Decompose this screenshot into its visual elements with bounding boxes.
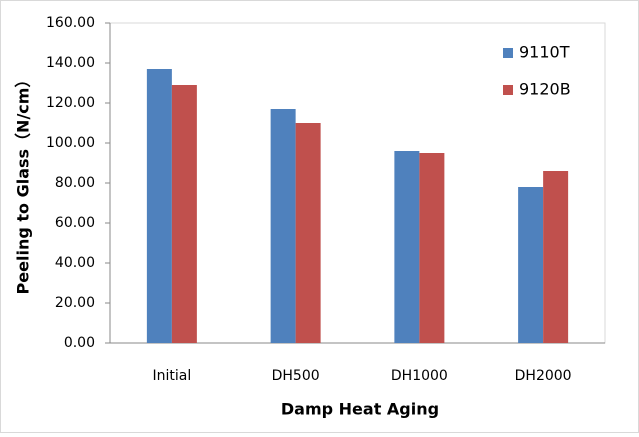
y-tick-label: 120.00 [46,95,95,111]
y-axis-title: Peeling to Glass（N/cm） [14,72,33,295]
y-tick-label: 80.00 [55,175,95,191]
x-tick-label: Initial [153,368,192,384]
x-tick-label: DH500 [272,368,320,384]
legend-label: 9120B [519,80,571,99]
bar [518,187,544,343]
y-tick-label: 140.00 [46,55,95,71]
y-tick-label: 100.00 [46,135,95,151]
x-tick-label: DH2000 [515,368,572,384]
y-tick-label: 60.00 [55,215,95,231]
y-tick-label: 20.00 [55,295,95,311]
bar [419,153,445,343]
bar [146,69,172,343]
legend-label: 9110T [519,43,570,62]
y-tick-label: 0.00 [64,335,95,351]
y-tick-label: 40.00 [55,255,95,271]
bar [543,171,569,343]
legend-swatch [503,48,513,58]
x-tick-label: DH1000 [391,368,448,384]
x-axis-title: Damp Heat Aging [281,400,439,419]
bar [270,109,296,343]
legend-swatch [503,85,513,95]
bar [295,123,321,343]
bar [171,85,197,343]
y-tick-label: 160.00 [46,15,95,31]
bar [394,151,420,343]
